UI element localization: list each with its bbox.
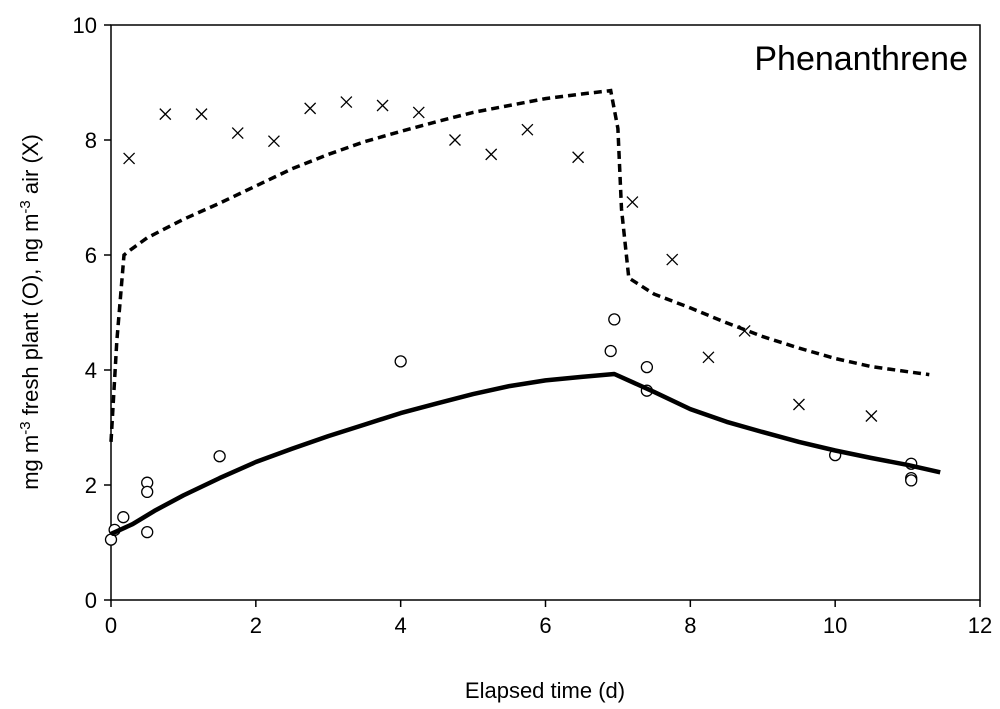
model-line-air-dashed	[109, 88, 930, 443]
air-data-point	[123, 152, 136, 165]
air-data-point	[267, 135, 280, 148]
y-axis-ticks: 0 2 4 6 8 10	[73, 13, 111, 613]
air-data-point	[485, 148, 498, 161]
air-data-point	[340, 96, 353, 109]
air-data-point	[666, 253, 679, 266]
air-data-point	[231, 127, 244, 140]
x-tick-label: 12	[968, 613, 992, 638]
y-tick-label: 6	[85, 243, 97, 268]
y-tick-label: 2	[85, 473, 97, 498]
x-tick-label: 10	[823, 613, 847, 638]
series-layer	[104, 88, 941, 546]
air-data-point	[626, 196, 639, 209]
air-data-point	[521, 123, 534, 136]
plot-frame	[110, 24, 981, 601]
x-tick-label: 8	[684, 613, 696, 638]
plant-data-point	[213, 450, 226, 463]
plant-data-point	[905, 474, 918, 487]
air-data-point	[449, 134, 461, 146]
x-axis-ticks: 0 2 4 6 8 10 12	[105, 600, 992, 638]
air-data-point	[159, 108, 172, 121]
x-tick-label: 2	[250, 613, 262, 638]
x-tick-label: 0	[105, 613, 117, 638]
air-data-point	[376, 99, 389, 112]
plant-data-point	[394, 355, 407, 368]
y-tick-label: 10	[73, 13, 97, 38]
y-axis-label: mg m-3 fresh plant (O), ng m-3 air (X)	[17, 134, 44, 490]
y-tick-label: 8	[85, 128, 97, 153]
x-tick-label: 4	[395, 613, 407, 638]
air-data-point	[412, 106, 425, 119]
air-data-point	[195, 108, 208, 121]
plant-data-point	[608, 313, 621, 326]
plot-border	[110, 24, 981, 601]
plant-data-point	[117, 511, 130, 524]
x-axis-label: Elapsed time (d)	[465, 678, 625, 703]
chart-title: Phenanthrene	[754, 40, 968, 78]
model-line-plant-solid	[110, 371, 941, 536]
air-data-point	[572, 151, 585, 164]
x-tick-label: 6	[539, 613, 551, 638]
y-tick-label: 4	[85, 358, 97, 383]
plant-data-point	[141, 526, 154, 539]
plant-data-point	[141, 485, 154, 499]
plant-data-point	[640, 360, 654, 374]
air-data-point	[702, 351, 715, 364]
air-data-point	[304, 102, 317, 115]
air-data-point	[792, 398, 805, 411]
air-data-point	[865, 410, 878, 422]
plant-data-point	[604, 344, 617, 358]
y-tick-label: 0	[85, 588, 97, 613]
